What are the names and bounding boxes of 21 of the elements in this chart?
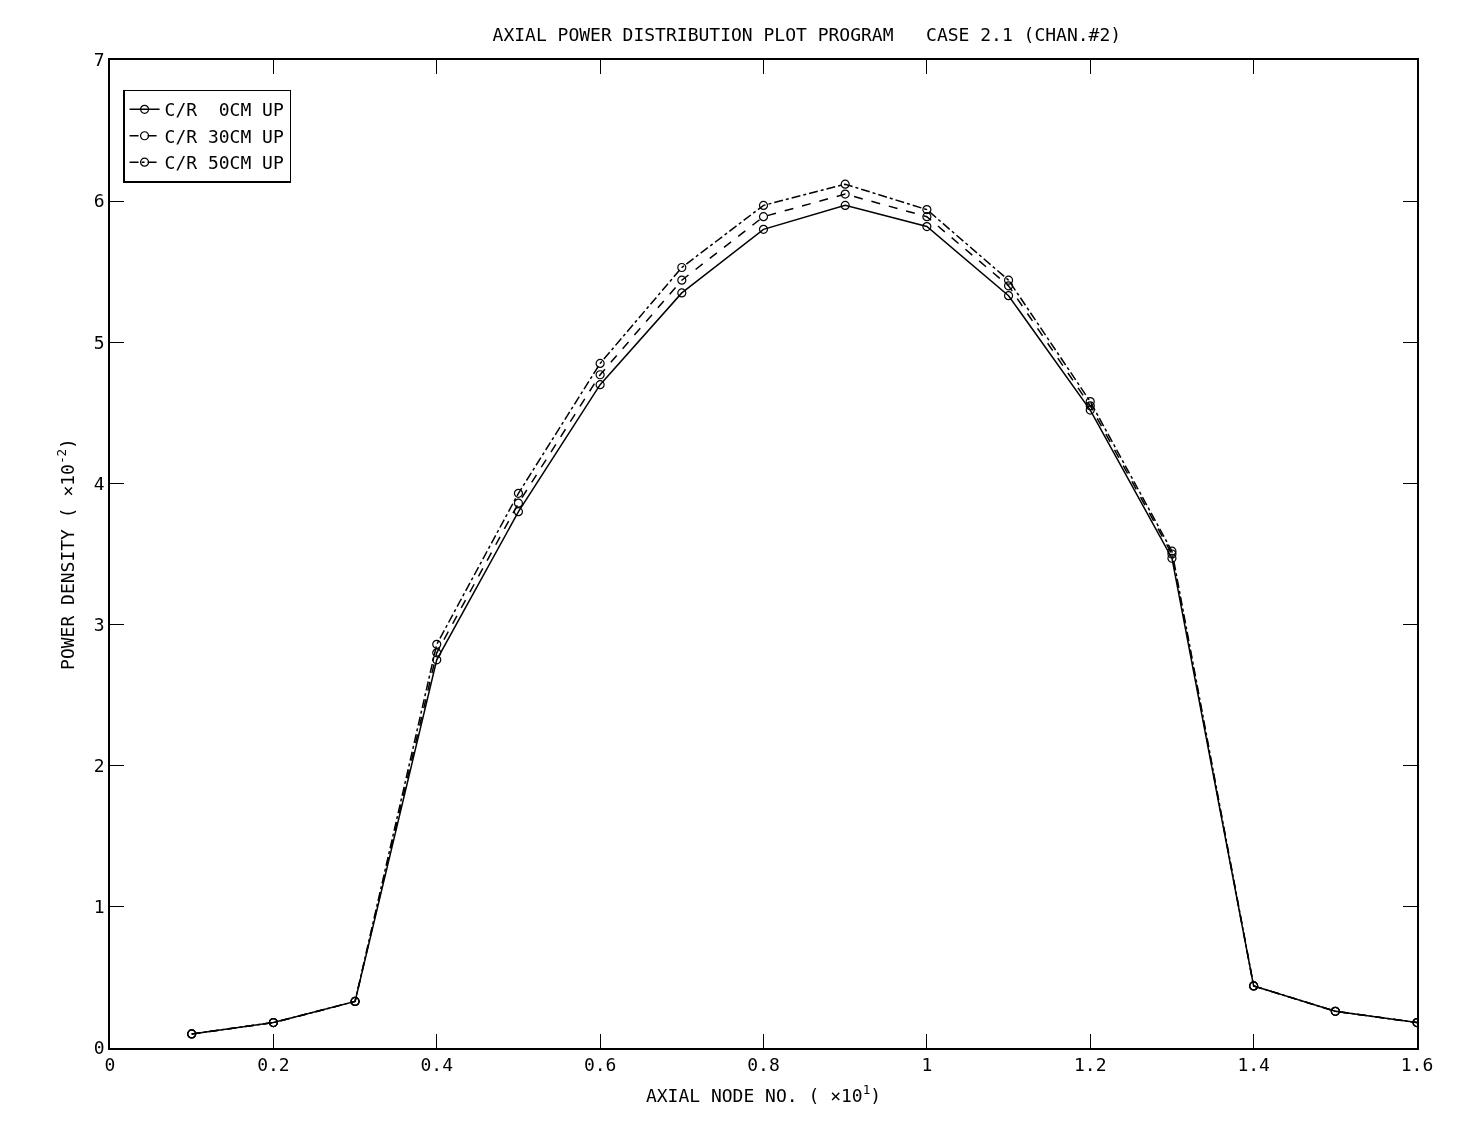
y-tick-label: 6	[93, 190, 105, 212]
x-tick-label: 0.6	[583, 1054, 617, 1076]
x-tick-label: 0.8	[747, 1054, 780, 1076]
x-tick-label: 0.2	[257, 1054, 290, 1076]
legend-label: C/R 0CM UP	[164, 99, 284, 121]
x-tick-label: 1.2	[1073, 1054, 1107, 1076]
x-axis-title: AXIAL NODE NO. ( ×10$^{1}$)	[645, 1082, 882, 1106]
x-tick-label: 1.6	[1400, 1054, 1434, 1076]
x-tick-label: 0.4	[420, 1054, 454, 1076]
x-tick-label: 1	[921, 1054, 933, 1076]
chart-title: AXIAL POWER DISTRIBUTION PLOT PROGRAM CASE 2.1 (CHAN.#2)	[492, 24, 1122, 46]
y-tick-label: 3	[93, 613, 105, 635]
legend-label: C/R 30CM UP	[164, 125, 284, 147]
x-tick-label: 1.4	[1237, 1054, 1270, 1076]
legend-label: C/R 50CM UP	[164, 152, 284, 174]
y-tick-label: 4	[93, 472, 105, 494]
y-tick-label: 7	[93, 49, 105, 71]
y-tick-label: 1	[93, 896, 105, 918]
y-tick-label: 5	[93, 331, 105, 353]
y-tick-label: 0	[93, 1037, 105, 1059]
y-tick-label: 2	[93, 755, 105, 777]
